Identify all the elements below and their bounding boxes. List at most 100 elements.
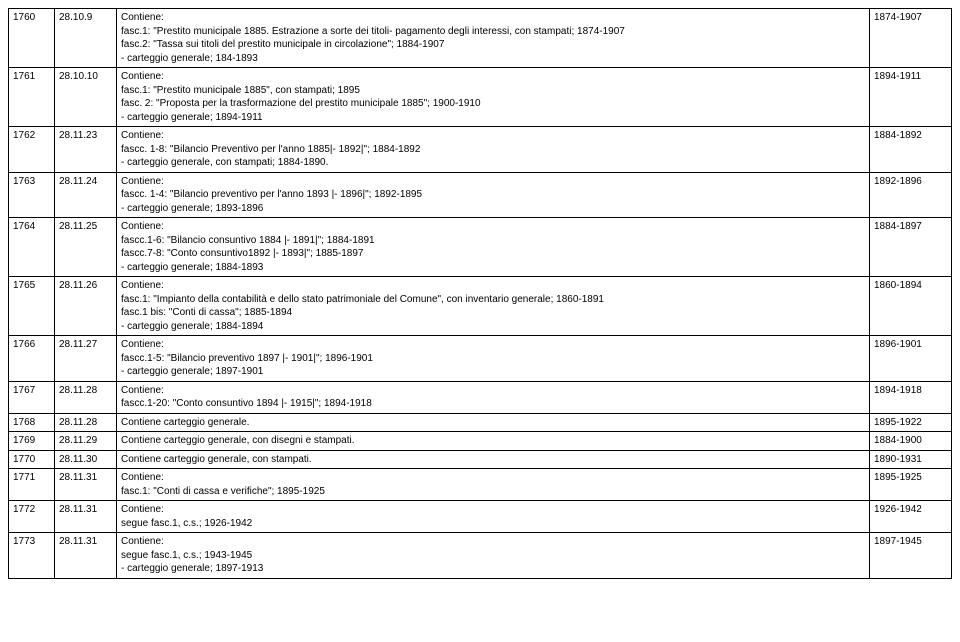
table-row: 177228.11.31Contiene:segue fasc.1, c.s.;…: [9, 501, 952, 533]
description-line: - carteggio generale; 1884-1893: [121, 261, 865, 275]
description-line: Contiene:: [121, 129, 865, 143]
description-line: segue fasc.1, c.s.; 1926-1942: [121, 517, 865, 531]
row-code: 28.11.28: [55, 413, 117, 432]
table-row: 176528.11.26Contiene:fasc.1: "Impianto d…: [9, 277, 952, 336]
row-number: 1763: [9, 172, 55, 218]
archive-table: 176028.10.9Contiene:fasc.1: "Prestito mu…: [8, 8, 952, 579]
description-line: fasc.1: "Conti di cassa e verifiche"; 18…: [121, 485, 865, 499]
description-line: - carteggio generale; 1897-1901: [121, 365, 865, 379]
row-description: Contiene carteggio generale, con disegni…: [117, 432, 870, 451]
row-date: 1895-1922: [870, 413, 952, 432]
row-date: 1884-1897: [870, 218, 952, 277]
row-number: 1764: [9, 218, 55, 277]
table-row: 176328.11.24Contiene:fascc. 1-4: "Bilanc…: [9, 172, 952, 218]
row-description: Contiene:fasc.1: "Conti di cassa e verif…: [117, 469, 870, 501]
row-date: 1896-1901: [870, 336, 952, 382]
description-line: fascc.1-20: "Conto consuntivo 1894 |- 19…: [121, 397, 865, 411]
table-row: 177128.11.31Contiene:fasc.1: "Conti di c…: [9, 469, 952, 501]
row-code: 28.11.23: [55, 127, 117, 173]
table-row: 176428.11.25Contiene:fascc.1-6: "Bilanci…: [9, 218, 952, 277]
description-line: - carteggio generale; 1894-1911: [121, 111, 865, 125]
description-line: - carteggio generale, con stampati; 1884…: [121, 156, 865, 170]
description-line: Contiene:: [121, 338, 865, 352]
row-number: 1770: [9, 450, 55, 469]
row-date: 1884-1900: [870, 432, 952, 451]
row-number: 1773: [9, 533, 55, 579]
row-description: Contiene:segue fasc.1, c.s.; 1943-1945- …: [117, 533, 870, 579]
table-row: 176928.11.29Contiene carteggio generale,…: [9, 432, 952, 451]
description-line: Contiene:: [121, 535, 865, 549]
description-line: Contiene carteggio generale, con stampat…: [121, 453, 865, 467]
table-row: 176128.10.10Contiene:fasc.1: "Prestito m…: [9, 68, 952, 127]
row-date: 1860-1894: [870, 277, 952, 336]
description-line: Contiene carteggio generale.: [121, 416, 865, 430]
row-date: 1874-1907: [870, 9, 952, 68]
row-number: 1762: [9, 127, 55, 173]
row-code: 28.11.30: [55, 450, 117, 469]
row-code: 28.11.27: [55, 336, 117, 382]
row-date: 1884-1892: [870, 127, 952, 173]
description-line: - carteggio generale; 1893-1896: [121, 202, 865, 216]
row-description: Contiene:fasc.1: "Prestito municipale 18…: [117, 68, 870, 127]
row-description: Contiene:fascc. 1-8: "Bilancio Preventiv…: [117, 127, 870, 173]
description-line: fasc. 2: "Proposta per la trasformazione…: [121, 97, 865, 111]
row-description: Contiene carteggio generale, con stampat…: [117, 450, 870, 469]
row-date: 1926-1942: [870, 501, 952, 533]
row-code: 28.11.31: [55, 501, 117, 533]
row-description: Contiene:fascc. 1-4: "Bilancio preventiv…: [117, 172, 870, 218]
table-row: 176728.11.28Contiene:fascc.1-20: "Conto …: [9, 381, 952, 413]
row-description: Contiene:segue fasc.1, c.s.; 1926-1942: [117, 501, 870, 533]
row-code: 28.11.31: [55, 469, 117, 501]
row-date: 1892-1896: [870, 172, 952, 218]
description-line: Contiene:: [121, 503, 865, 517]
row-date: 1890-1931: [870, 450, 952, 469]
row-code: 28.10.10: [55, 68, 117, 127]
row-number: 1771: [9, 469, 55, 501]
row-description: Contiene:fascc.1-20: "Conto consuntivo 1…: [117, 381, 870, 413]
table-row: 177328.11.31Contiene:segue fasc.1, c.s.;…: [9, 533, 952, 579]
row-number: 1765: [9, 277, 55, 336]
row-date: 1897-1945: [870, 533, 952, 579]
row-code: 28.11.31: [55, 533, 117, 579]
description-line: fascc.1-6: "Bilancio consuntivo 1884 |- …: [121, 234, 865, 248]
row-number: 1772: [9, 501, 55, 533]
row-code: 28.10.9: [55, 9, 117, 68]
row-code: 28.11.28: [55, 381, 117, 413]
row-code: 28.11.26: [55, 277, 117, 336]
table-row: 177028.11.30 Contiene carteggio generale,…: [9, 450, 952, 469]
table-row: 176028.10.9Contiene:fasc.1: "Prestito mu…: [9, 9, 952, 68]
row-number: 1766: [9, 336, 55, 382]
description-line: Contiene:: [121, 70, 865, 84]
row-code: 28.11.25: [55, 218, 117, 277]
description-line: fasc.1: "Prestito municipale 1885", con …: [121, 84, 865, 98]
row-number: 1760: [9, 9, 55, 68]
description-line: Contiene:: [121, 220, 865, 234]
row-number: 1768: [9, 413, 55, 432]
description-line: fasc.1: "Prestito municipale 1885. Estra…: [121, 25, 865, 39]
description-line: segue fasc.1, c.s.; 1943-1945: [121, 549, 865, 563]
description-line: fascc. 1-8: "Bilancio Preventivo per l'a…: [121, 143, 865, 157]
description-line: Contiene carteggio generale, con disegni…: [121, 434, 865, 448]
description-line: fasc.1 bis: "Conti di cassa"; 1885-1894: [121, 306, 865, 320]
row-description: Contiene:fasc.1: "Prestito municipale 18…: [117, 9, 870, 68]
row-description: Contiene:fascc.1-6: "Bilancio consuntivo…: [117, 218, 870, 277]
description-line: - carteggio generale; 1884-1894: [121, 320, 865, 334]
description-line: Contiene:: [121, 471, 865, 485]
description-line: fasc.2: "Tassa sui titoli del prestito m…: [121, 38, 865, 52]
row-number: 1761: [9, 68, 55, 127]
table-row: 176228.11.23Contiene:fascc. 1-8: "Bilanc…: [9, 127, 952, 173]
row-description: Contiene:fascc.1-5: "Bilancio preventivo…: [117, 336, 870, 382]
row-code: 28.11.29: [55, 432, 117, 451]
description-line: fasc.1: "Impianto della contabilità e de…: [121, 293, 865, 307]
description-line: fascc.1-5: "Bilancio preventivo 1897 |- …: [121, 352, 865, 366]
description-line: Contiene:: [121, 384, 865, 398]
row-description: Contiene:fasc.1: "Impianto della contabi…: [117, 277, 870, 336]
description-line: fascc. 1-4: "Bilancio preventivo per l'a…: [121, 188, 865, 202]
description-line: Contiene:: [121, 11, 865, 25]
row-date: 1894-1911: [870, 68, 952, 127]
row-description: Contiene carteggio generale.: [117, 413, 870, 432]
description-line: Contiene:: [121, 279, 865, 293]
row-date: 1894-1918: [870, 381, 952, 413]
row-code: 28.11.24: [55, 172, 117, 218]
description-line: fascc.7-8: "Conto consuntivo1892 |- 1893…: [121, 247, 865, 261]
